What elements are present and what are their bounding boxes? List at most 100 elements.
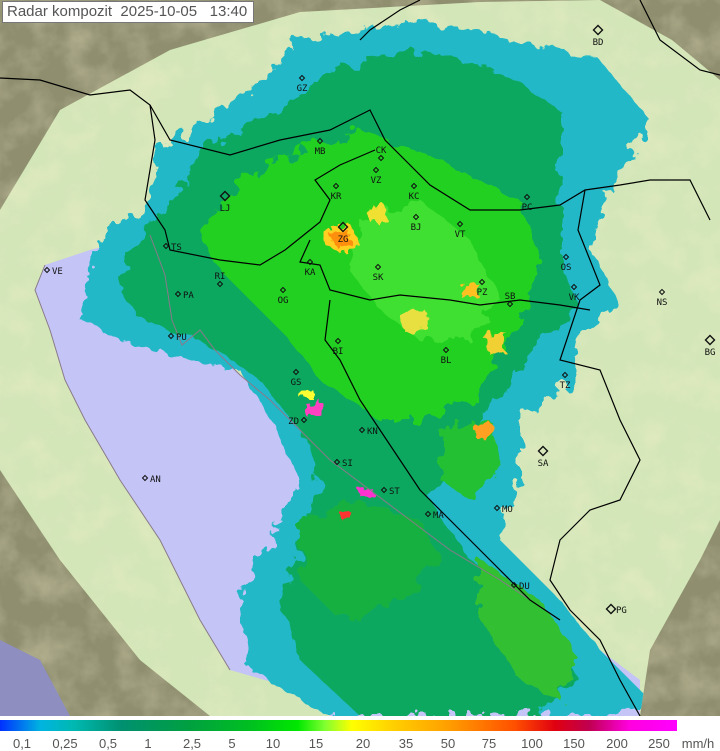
city-bg: BG — [704, 334, 716, 358]
city-label: ZG — [338, 235, 349, 245]
city-marker-icon — [442, 346, 450, 354]
city-label: MA — [433, 511, 444, 521]
city-label: MB — [315, 147, 326, 157]
city-zd: ZD — [288, 416, 308, 427]
city-vk: VK — [569, 283, 580, 303]
city-label: GZ — [297, 84, 308, 94]
city-marker-icon — [456, 220, 464, 228]
legend-tick: 10 — [265, 736, 281, 751]
city-label: PC — [522, 203, 533, 213]
city-label: BD — [593, 38, 604, 48]
city-label: PA — [183, 291, 194, 301]
city-label: MO — [502, 505, 513, 515]
city-pu: PU — [167, 332, 187, 343]
city-label: TS — [171, 243, 182, 253]
city-marker-icon — [658, 288, 666, 296]
city-label: ZD — [288, 417, 299, 427]
city-marker-icon — [316, 137, 324, 145]
city-mb: MB — [315, 137, 326, 157]
city-bl: BL — [441, 346, 452, 366]
city-label: BI — [333, 347, 344, 357]
legend-tick: 100 — [521, 736, 543, 751]
city-marker-icon — [592, 24, 604, 36]
city-label: BL — [441, 356, 452, 366]
legend-tick: 0,25 — [52, 736, 78, 751]
city-marker-icon — [506, 300, 514, 308]
legend-tick: 250 — [648, 736, 670, 751]
city-marker-icon — [174, 290, 182, 298]
city-label: VZ — [371, 176, 382, 186]
city-pz: PZ — [477, 278, 488, 298]
city-marker-icon — [337, 221, 349, 233]
city-marker-icon — [300, 416, 308, 424]
city-ri: RI — [215, 272, 226, 288]
city-marker-icon — [605, 603, 617, 615]
coastline — [34, 234, 561, 671]
city-bj: BJ — [411, 213, 422, 233]
city-marker-icon — [334, 337, 342, 345]
city-label: KA — [305, 268, 316, 278]
country-borders — [0, 0, 720, 716]
city-kn: KN — [358, 426, 378, 437]
city-marker-icon — [141, 474, 149, 482]
city-marker-icon — [167, 332, 175, 340]
radar-map[interactable]: GZ BD MB CK VZ KR KC LJ ZG BJ VT PC TS KA SK OS VE RI PA OG… — [0, 0, 720, 716]
city-label: KC — [409, 192, 420, 202]
city-marker-icon — [219, 190, 231, 202]
city-label: VT — [455, 230, 466, 240]
precipitation-color-scale — [0, 720, 677, 731]
city-ts: TS — [162, 242, 182, 253]
city-label: CK — [376, 146, 387, 156]
legend-tick: 150 — [563, 736, 585, 751]
city-label: SK — [373, 273, 384, 283]
city-label: ST — [389, 487, 400, 497]
city-marker-icon — [561, 371, 569, 379]
city-label: KN — [367, 427, 378, 437]
legend-tick: 0,5 — [98, 736, 118, 751]
city-ka: KA — [305, 258, 316, 278]
city-os: OS — [561, 253, 571, 273]
legend-tick: 15 — [308, 736, 324, 751]
city-markers: GZ BD MB CK VZ KR KC LJ ZG BJ VT PC TS KA SK OS VE RI PA OG… — [43, 24, 716, 616]
city-st: ST — [380, 486, 400, 497]
city-vt: VT — [455, 220, 466, 240]
city-label: PU — [176, 333, 187, 343]
city-label: SI — [342, 459, 353, 469]
city-kr: KR — [331, 182, 342, 202]
city-label: OG — [278, 296, 289, 306]
city-kc: KC — [409, 182, 420, 202]
radar-range — [0, 0, 720, 716]
city-lj: LJ — [219, 190, 231, 214]
title-time: 13:40 — [209, 3, 248, 20]
city-label: SA — [538, 459, 549, 469]
city-sk: SK — [373, 263, 384, 283]
city-zg: ZG — [337, 221, 349, 245]
city-marker-icon — [216, 280, 224, 288]
city-sb: SB — [505, 292, 515, 308]
city-marker-icon — [380, 486, 388, 494]
city-marker-icon — [562, 253, 570, 261]
city-marker-icon — [292, 368, 300, 376]
city-label: PZ — [477, 288, 488, 298]
city-marker-icon — [523, 193, 531, 201]
city-label: BG — [705, 348, 716, 358]
city-label: NS — [657, 298, 668, 308]
city-label: KR — [331, 192, 342, 202]
city-pa: PA — [174, 290, 194, 301]
title-label: Radar kompozit — [7, 3, 113, 20]
legend-unit: mm/h — [681, 736, 715, 751]
city-label: RI — [215, 272, 226, 282]
legend-tick: 35 — [398, 736, 414, 751]
legend-tick: 50 — [440, 736, 456, 751]
city-label: BJ — [411, 223, 422, 233]
city-sa: SA — [537, 445, 549, 469]
city-marker-icon — [332, 182, 340, 190]
city-ma: MA — [424, 510, 444, 521]
city-ns: NS — [657, 288, 668, 308]
city-marker-icon — [410, 182, 418, 190]
city-og: OG — [278, 286, 289, 306]
legend-tick: 75 — [481, 736, 497, 751]
city-marker-icon — [537, 445, 549, 457]
city-label: VE — [52, 267, 63, 277]
city-marker-icon — [374, 263, 382, 271]
